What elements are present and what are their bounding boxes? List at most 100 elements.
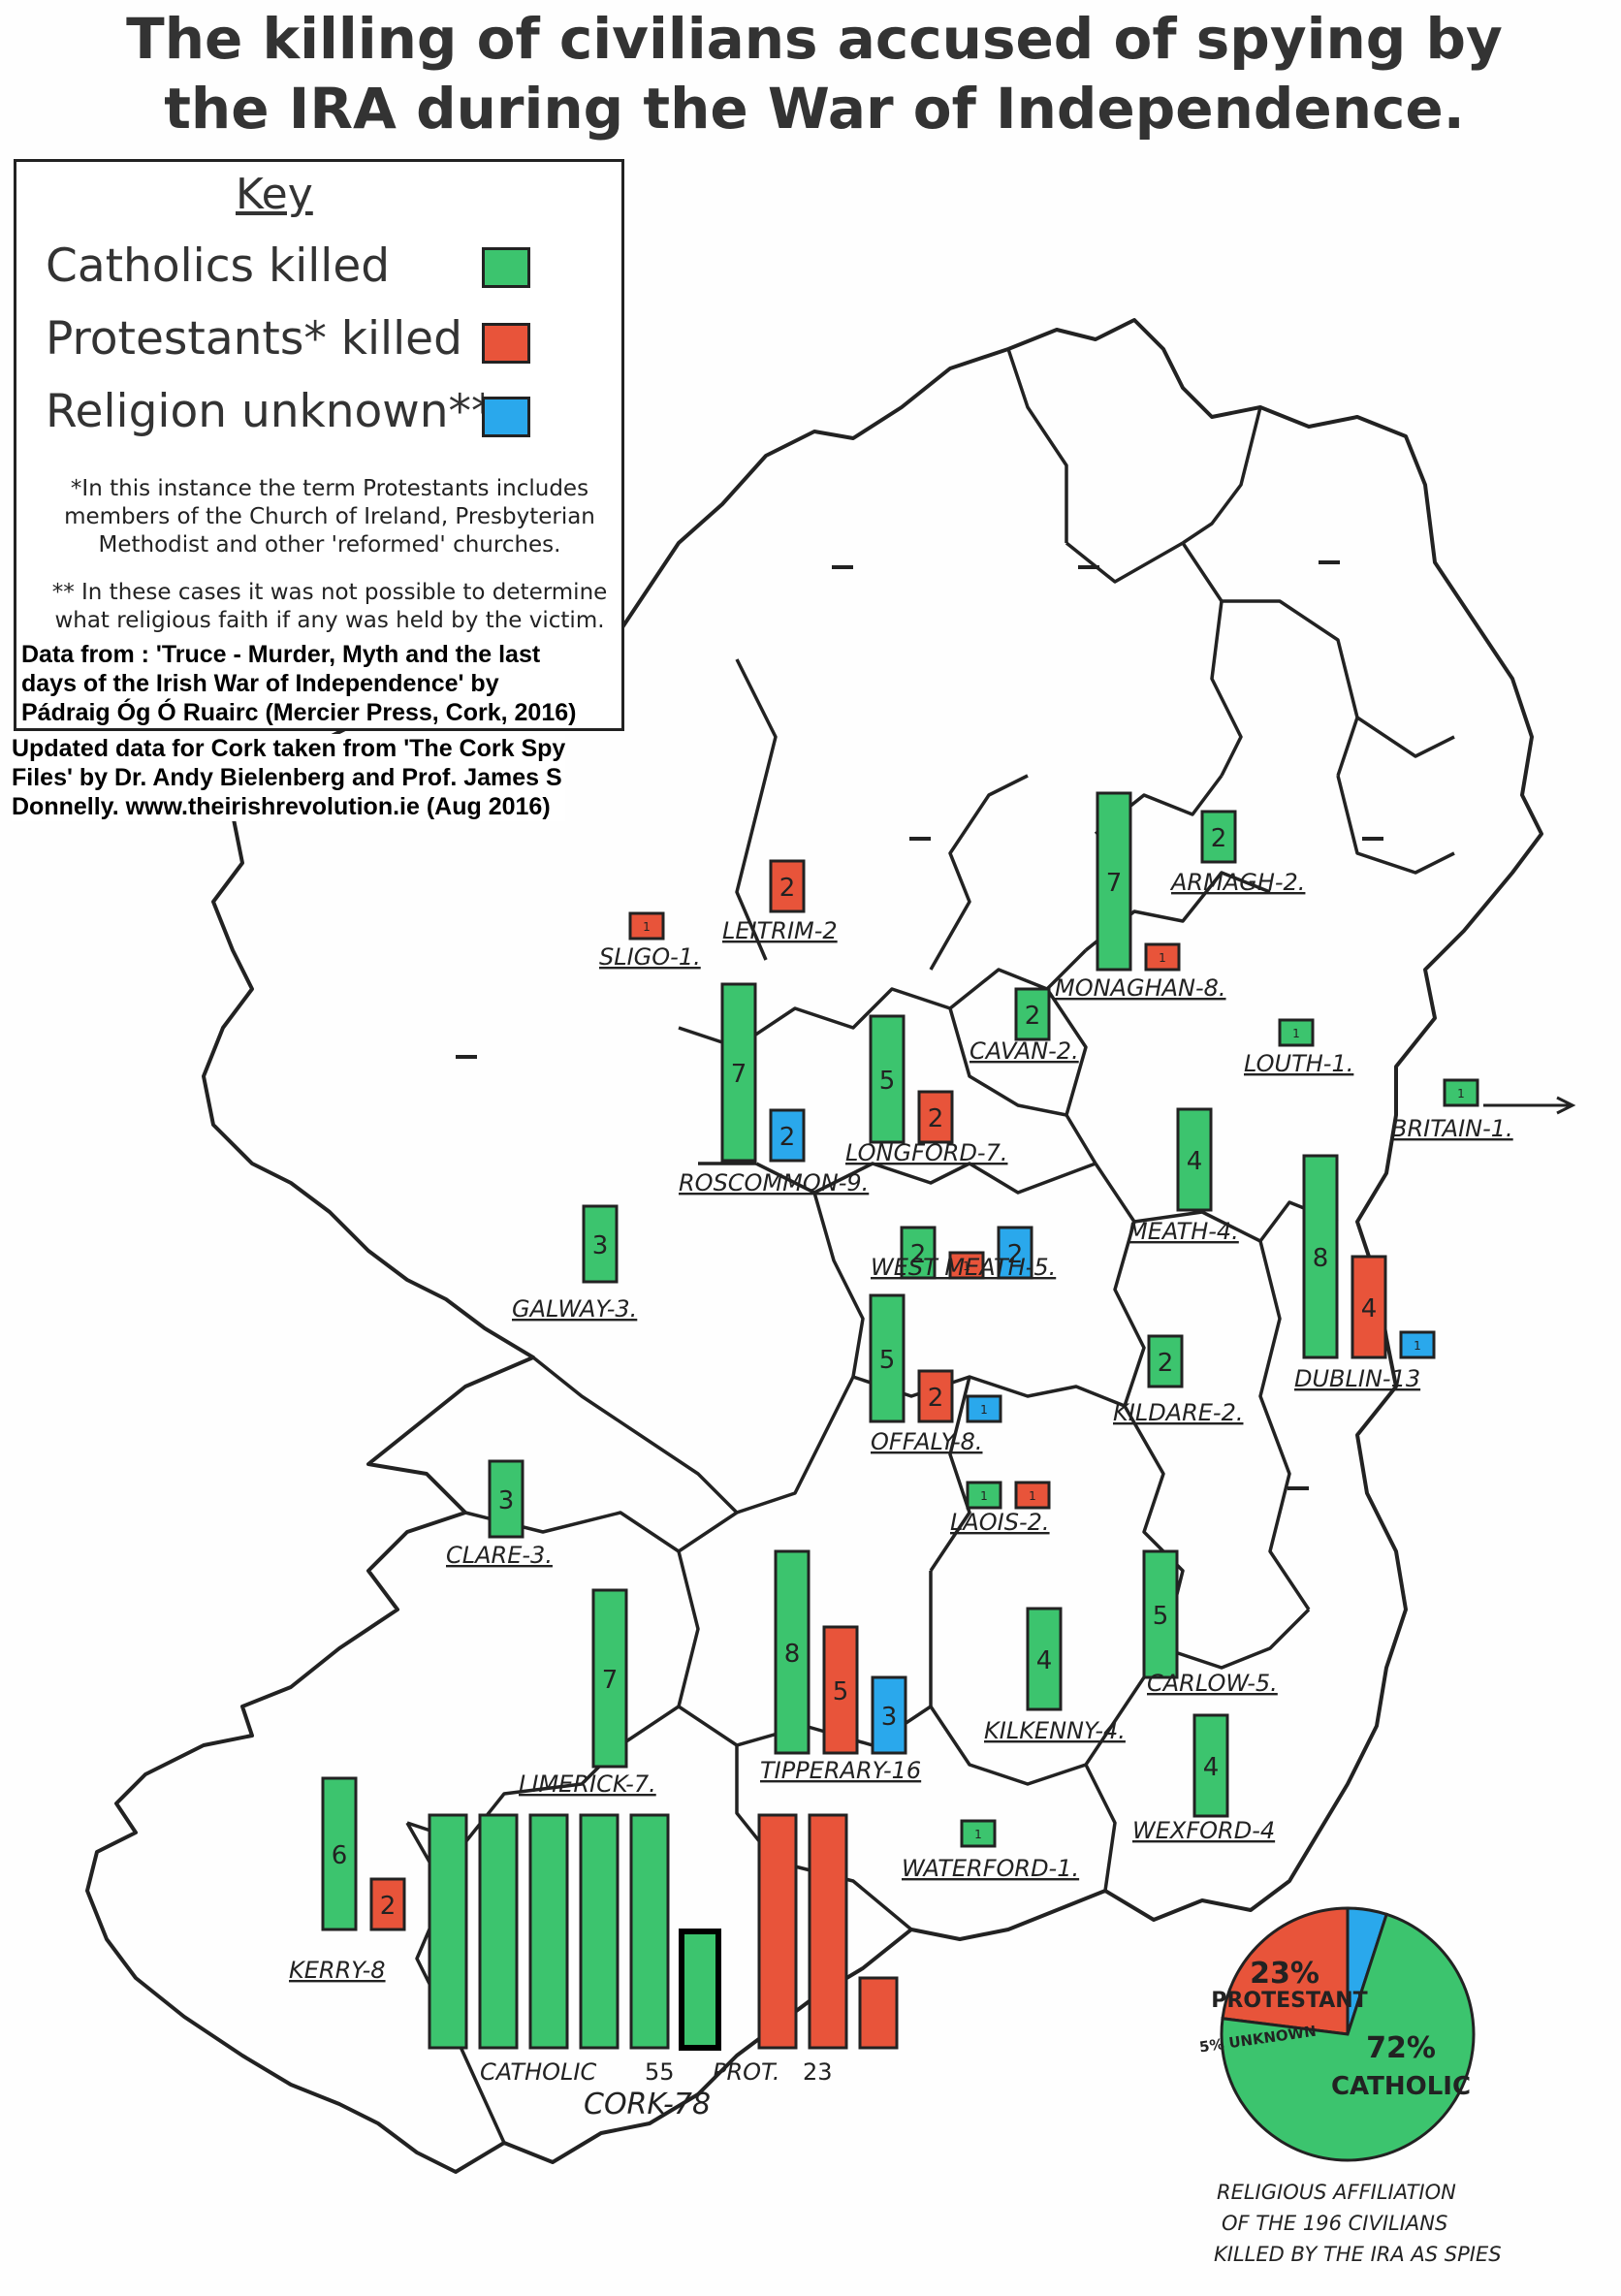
cork-catholic-bar-5 [629, 1813, 670, 2050]
county-group-armagh: 2 [1200, 810, 1237, 864]
title-line-2: the IRA during the War of Independence. [164, 76, 1465, 142]
bar-value-kerry-catholic: 6 [332, 1841, 348, 1870]
key-note-1-line-3: Methodist and other 'reformed' churches. [98, 532, 561, 558]
bar-louth-catholic [1278, 1018, 1315, 1047]
bar-cavan-catholic [1014, 987, 1051, 1041]
cork-protestant-label: PROT. [713, 2058, 779, 2086]
pie-caption: RELIGIOUS AFFILIATION OF THE 196 CIVILIA… [1214, 2181, 1502, 2266]
bar-value-tipperary-unknown: 3 [881, 1703, 898, 1732]
county-label-armagh: ARMAGH-2. [1169, 869, 1305, 896]
bar-value-offaly-unknown: 1 [980, 1403, 988, 1417]
bar-offaly-unknown [966, 1394, 1002, 1423]
county-label-tipperary: TIPPERARY-16 [760, 1757, 921, 1784]
bar-value-galway-catholic: 3 [592, 1231, 609, 1260]
cork-protestant-value: 23 [803, 2058, 833, 2086]
pie-protestant-pct: 23% [1250, 1957, 1319, 1991]
bar-offaly-protestant [917, 1369, 954, 1423]
cork-protestant-bar-2 [808, 1813, 848, 2050]
bar-value-tipperary-protestant: 5 [833, 1677, 849, 1706]
cork-catholic-label: CATHOLIC [480, 2058, 596, 2086]
bar-roscommon-catholic [720, 982, 757, 1163]
bar-dublin-protestant [1351, 1255, 1387, 1359]
cork-catholic-bar-4 [579, 1813, 620, 2050]
county-label-sligo: SLIGO-1. [599, 943, 701, 971]
county-label-clare: CLARE-3. [446, 1542, 553, 1569]
source-line-3: Pádraig Óg Ó Ruairc (Mercier Press, Cork… [21, 699, 577, 726]
bar-value-armagh-catholic: 2 [1211, 824, 1227, 853]
county-group-wexford: 4 [1192, 1713, 1229, 1818]
bar-value-west-meath-unknown: 2 [1007, 1240, 1024, 1269]
county-label-west-meath: WEST MEATH-5. [871, 1254, 1056, 1281]
county-group-west-meath: 2 1 2 [900, 1226, 1033, 1280]
cork-protestant-bar-partial [858, 1976, 899, 2050]
key-heading: Key [236, 170, 313, 219]
bar-kerry-protestant [369, 1877, 406, 1931]
county-group-galway: 3 [582, 1204, 619, 1284]
county-label-cavan: CAVAN-2. [969, 1037, 1079, 1065]
bar-west-meath-protestant [948, 1251, 985, 1280]
bar-roscommon-unknown [769, 1108, 806, 1163]
county-label-britain: BRITAIN-1. [1391, 1115, 1513, 1142]
bar-value-west-meath-protestant: 1 [963, 1260, 970, 1273]
county-group-cavan: 2 [1014, 987, 1051, 1041]
county-group-louth: 1 [1278, 1018, 1315, 1047]
pie-caption-line-3: KILLED BY THE IRA AS SPIES [1214, 2243, 1502, 2266]
bar-meath-catholic [1176, 1107, 1213, 1212]
bar-value-wexford-catholic: 4 [1203, 1753, 1220, 1782]
bar-tipperary-unknown [871, 1675, 907, 1755]
bar-wexford-catholic [1192, 1713, 1229, 1818]
cork-update-citation: Updated data for Cork taken from 'The Co… [12, 734, 566, 821]
bar-west-meath-catholic [900, 1226, 937, 1280]
bar-galway-catholic [582, 1204, 619, 1284]
bar-monaghan-protestant [1144, 942, 1181, 972]
bar-value-longford-catholic: 5 [879, 1067, 896, 1096]
bar-value-waterford-catholic: 1 [974, 1828, 982, 1841]
county-labels: SLIGO-1. LEITRIM-2 ROSCOMMON-9. LONGFORD-7.… [289, 869, 1513, 1984]
county-group-limerick: 7 [591, 1588, 628, 1769]
bar-dublin-catholic [1302, 1154, 1339, 1359]
county-label-kilkenny: KILKENNY-4. [984, 1717, 1126, 1744]
bar-value-monaghan-protestant: 1 [1159, 951, 1166, 965]
bar-value-offaly-protestant: 2 [928, 1384, 944, 1413]
county-group-monaghan: 71 [1096, 791, 1181, 972]
pie-catholic-pct: 72% [1366, 2031, 1436, 2065]
pie-catholic-label: CATHOLIC [1331, 2072, 1471, 2101]
cork-total-label: CORK-78 [584, 2088, 711, 2121]
key-catholic-label: Catholics killed [46, 239, 391, 293]
bar-value-kildare-catholic: 2 [1158, 1349, 1174, 1378]
page-title: The killing of civilians accused of spyi… [87, 4, 1542, 144]
county-group-meath: 4 [1176, 1107, 1213, 1212]
key-protestant-swatch [482, 323, 530, 364]
bar-kildare-catholic [1147, 1334, 1184, 1388]
source-line-2: days of the Irish War of Independence' b… [21, 670, 499, 697]
bar-value-roscommon-unknown: 2 [779, 1123, 796, 1152]
bar-value-meath-catholic: 4 [1187, 1147, 1203, 1176]
pie-slice-catholic [1220, 1912, 1476, 2162]
bar-value-tipperary-catholic: 8 [784, 1640, 801, 1669]
bar-value-dublin-unknown: 1 [1414, 1339, 1421, 1353]
key-note-unknown: ** In these cases it was not possible to… [44, 579, 616, 635]
bar-value-clare-catholic: 3 [498, 1486, 515, 1515]
county-group-tipperary: 8 5 3 [774, 1549, 907, 1755]
bar-limerick-catholic [591, 1588, 628, 1769]
affiliation-pie [1220, 1906, 1476, 2162]
bar-tipperary-protestant [822, 1625, 859, 1755]
ireland-outline [85, 318, 1543, 2174]
bar-value-sligo-protestant: 1 [643, 920, 651, 934]
bar-laois-catholic [966, 1481, 1002, 1510]
bar-armagh-catholic [1200, 810, 1237, 864]
bar-value-dublin-protestant: 4 [1361, 1294, 1378, 1323]
bar-value-carlow-catholic: 5 [1153, 1602, 1169, 1631]
county-label-carlow: CARLOW-5. [1147, 1670, 1278, 1697]
cork-catholic-bar-3 [528, 1813, 569, 2050]
county-label-louth: LOUTH-1. [1244, 1050, 1353, 1077]
county-group-kildare: 2 [1147, 1334, 1184, 1388]
key-unknown-swatch [482, 397, 530, 437]
cork-catholic-bar-2 [478, 1813, 519, 2050]
bar-kilkenny-catholic [1026, 1607, 1063, 1711]
bar-value-britain-catholic: 1 [1457, 1087, 1465, 1100]
bar-tipperary-catholic [774, 1549, 810, 1755]
county-group-longford: 52 [869, 1014, 954, 1144]
